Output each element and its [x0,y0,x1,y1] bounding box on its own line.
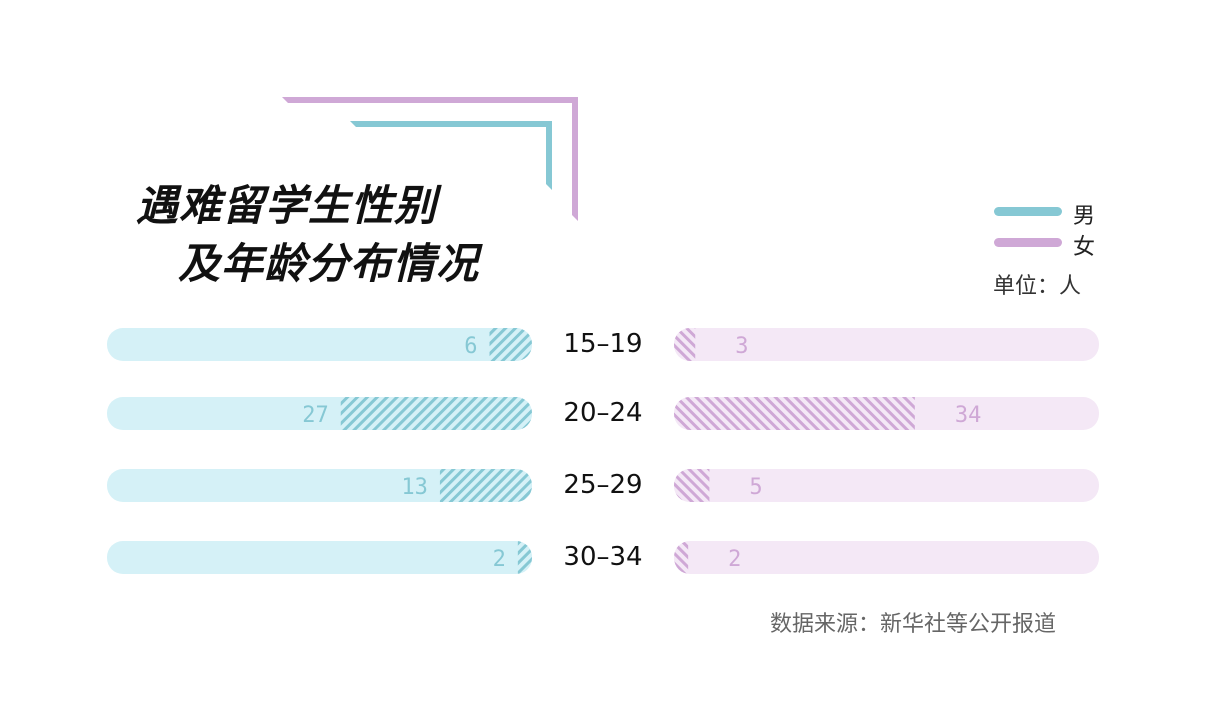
male-value-label: 27 [302,403,329,428]
female-value-label: 5 [749,475,762,500]
source-note: 数据来源：新华社等公开报道 [770,612,1057,637]
title-line-2: 及年龄分布情况 [178,239,480,288]
age-group-label: 20–24 [563,398,643,428]
female-bar [674,328,696,361]
female-bar [674,541,689,574]
legend-swatch-female [994,238,1062,247]
male-bar [439,469,532,502]
male-value-label: 13 [401,475,428,500]
female-value-label: 2 [728,547,741,572]
legend-label-female: 女 [1073,235,1096,260]
male-value-label: 6 [464,334,477,359]
female-value-label: 3 [735,334,748,359]
male-track [107,469,532,502]
age-group-label: 30–34 [563,542,643,572]
female-bar [674,397,915,430]
unit-label: 单位：人 [993,274,1082,299]
title-line-1: 遇难留学生性别 [136,181,438,230]
female-track [674,328,1099,361]
male-bar [517,541,532,574]
age-group-label: 25–29 [563,470,643,500]
male-bar [489,328,532,361]
male-track [107,328,532,361]
male-bar [340,397,532,430]
male-track [107,541,532,574]
bars-group: 6 3 27 34 13 5 2 2 [107,328,1099,574]
legend-swatch-male [994,207,1062,216]
female-value-label: 34 [955,403,982,428]
female-track [674,469,1099,502]
age-group-label: 15–19 [563,329,643,359]
female-track [674,541,1099,574]
male-value-label: 2 [493,547,506,572]
female-bar [674,469,710,502]
legend-label-male: 男 [1073,204,1096,229]
